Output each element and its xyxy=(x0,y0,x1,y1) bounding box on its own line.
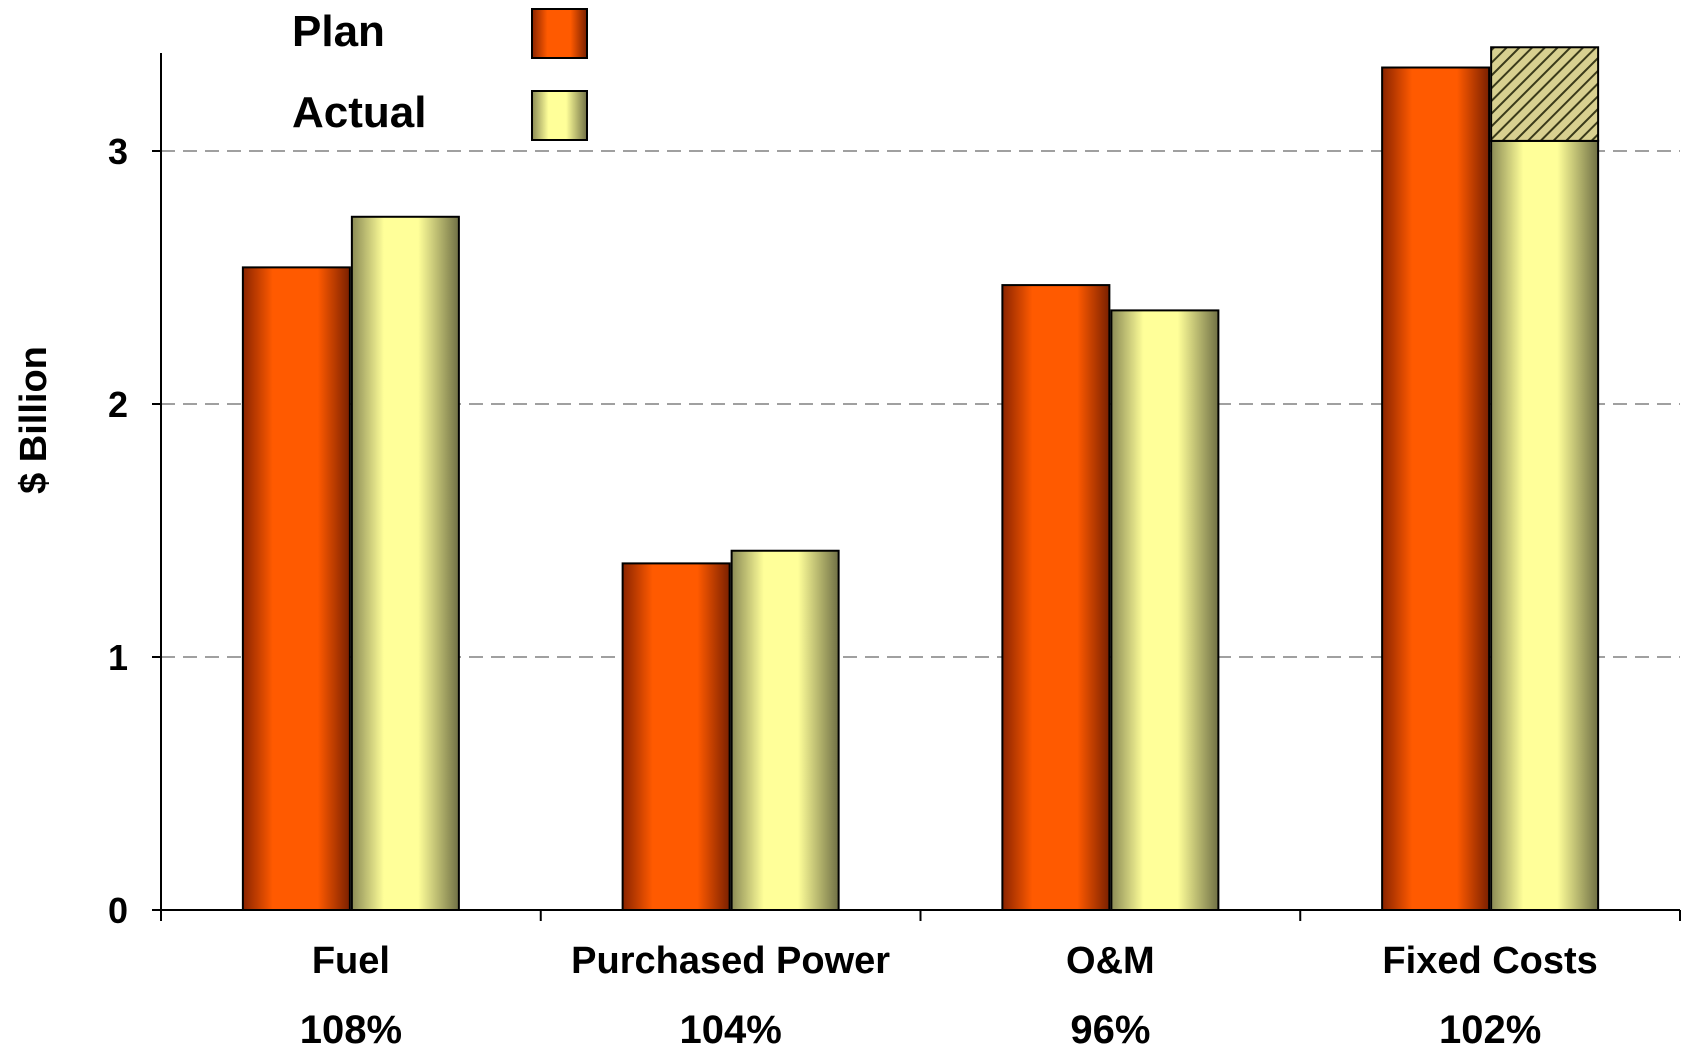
legend-label-actual: Actual xyxy=(292,88,426,137)
bar-actual-2 xyxy=(1110,309,1220,911)
y-tick-label-1: 1 xyxy=(108,637,128,678)
legend: Plan Actual xyxy=(292,7,588,141)
y-tick-label-0: 0 xyxy=(108,890,128,931)
bar-plan-3 xyxy=(1381,66,1491,911)
category-label-3: Fixed Costs xyxy=(1382,940,1597,982)
category-percent-label-1: 104% xyxy=(679,1008,781,1049)
bar-plan-0 xyxy=(241,266,351,911)
legend-swatch-actual xyxy=(531,90,588,141)
bar-actual-1 xyxy=(730,549,840,911)
category-label-0: Fuel xyxy=(312,940,390,982)
category-percent-label-2: 96% xyxy=(1070,1008,1150,1049)
x-category-labels: Fuel 108% Purchased Power 104% O&M 96% Fixed C… xyxy=(300,940,1598,1049)
y-axis-title: $ Billion xyxy=(13,346,55,494)
category-label-1: Purchased Power xyxy=(571,940,890,982)
bar-plan-1 xyxy=(621,562,731,911)
bar-actual-0 xyxy=(350,215,460,911)
category-label-2: O&M xyxy=(1066,940,1155,982)
y-tick-label-2: 2 xyxy=(108,384,128,425)
category-percent-label-3: 102% xyxy=(1439,1008,1541,1049)
category-percent-label-0: 108% xyxy=(300,1008,402,1049)
bar-plan-2 xyxy=(1001,284,1111,911)
bar-actual-hatched-extension xyxy=(1490,46,1600,142)
bar-actual-3 xyxy=(1490,139,1600,911)
axes xyxy=(152,53,1681,921)
legend-label-plan: Plan xyxy=(292,7,385,56)
bars xyxy=(241,46,1600,911)
y-tick-label-3: 3 xyxy=(108,131,128,172)
legend-swatch-plan xyxy=(531,8,588,59)
y-tick-labels: 0 1 2 3 xyxy=(108,131,128,931)
